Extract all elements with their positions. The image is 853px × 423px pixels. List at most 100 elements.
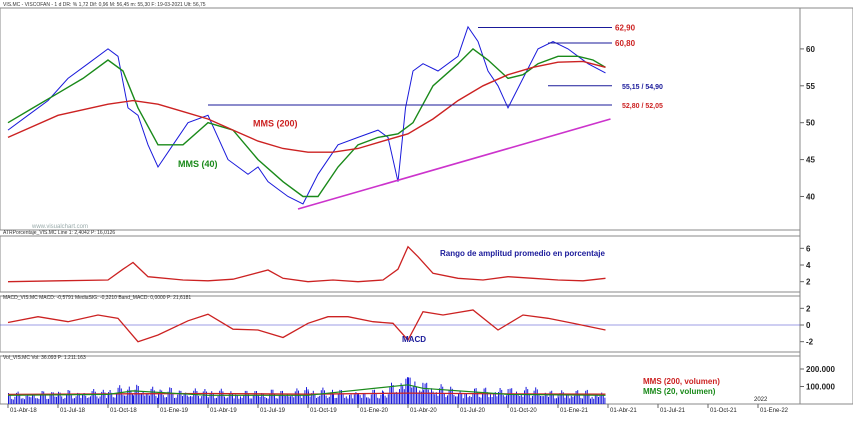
volume-bar [290,396,291,404]
volume-bar [409,377,411,404]
y-axis-strip [799,7,853,405]
volume-bar [153,390,155,404]
price-y-tick-label: 45 [806,156,815,165]
volume-bar [158,394,159,404]
volume-bar [466,393,467,404]
volume-bar [387,394,389,404]
volume-bar [384,395,386,404]
volume-bar [358,393,359,404]
volume-bar [392,385,394,404]
volume-bar [372,389,374,404]
volume-bar [314,393,316,404]
volume-bar [106,398,107,404]
volume-bar [575,391,577,404]
volume-bar [283,395,285,404]
volume-bar [330,392,332,404]
volume-bar [596,393,598,404]
volume-bar [474,388,475,404]
volume-bar [125,395,127,404]
atr-title: Rango de amplitud promedio en porcentaje [440,249,605,258]
volume-bar [128,386,130,404]
volume-bar [591,396,593,404]
volume-bar [280,391,282,404]
volume-bar [145,393,147,404]
volume-bar [469,395,471,404]
volume-bar [434,394,436,404]
volume-bar [85,395,87,404]
volume-bar [43,391,45,404]
volume-bar [580,397,582,404]
volume-bar [102,389,104,404]
volume-bar [17,391,19,404]
x-tick-label: 01-Oct-19 [310,408,337,414]
volume-bar [448,390,450,404]
x-tick-label: 01-Jul-20 [460,408,486,414]
volume-bar [38,398,40,404]
volume-bar [528,394,530,404]
volume-bar [586,389,588,404]
x-tick-label: 01-Ene-19 [160,408,189,414]
price-y-tick-label: 40 [806,192,815,201]
volume-bar [569,398,571,404]
volume-bar [19,394,21,404]
volume-bar [64,397,66,404]
volume-bar [133,395,134,404]
volume-bar [270,389,272,404]
volume-bar [166,397,167,404]
volume-bar [362,393,364,404]
volume-bar [30,397,32,404]
vol-sma200-legend: MMS (200, volumen) [643,377,720,386]
volume-bar [347,398,349,404]
macd-y-tick-label: 2 [806,304,811,313]
volume-bar [461,392,463,404]
volume-bar [556,398,557,404]
volume-bar [177,394,179,404]
volume-bar [333,393,334,404]
volume-bar [46,398,48,404]
volume-bar [317,396,319,404]
volume-bar [377,397,379,404]
volume-bar [511,388,513,404]
volume-bar [339,389,341,404]
volume-bar [88,397,90,404]
volume-bar [114,397,116,404]
volume-bar [309,396,311,404]
volume-bar [445,397,447,404]
volume-bar [222,391,224,404]
volume-bar [453,394,455,404]
x-tick-label: 01-Abr-20 [410,408,437,414]
macd-line [7,309,606,343]
volume-bar [394,392,396,404]
volume-bar [157,397,158,404]
volume-bar [345,396,347,404]
volume-bar [374,389,375,404]
volume-bar [254,391,256,404]
volume-bar [80,397,82,404]
volume-bar [551,390,553,404]
annotation-sma40: MMS (40) [178,159,218,169]
volume-bar [320,390,322,404]
volume-bar [328,396,330,404]
volume-bar [175,397,177,404]
volume-bar [477,392,479,404]
volume-bar [504,396,506,404]
volume-bar [443,393,445,404]
vol-sma20-line [7,384,606,396]
volume-bar [375,393,377,404]
volume-bar [137,386,139,404]
price-series-price [7,25,606,205]
volume-bar [12,399,14,404]
volume-bar [442,386,444,404]
volume-bar [101,391,103,404]
volume-bar [599,395,601,404]
volume-bar [301,398,303,404]
volume-bar [256,391,257,404]
volume-bar [259,396,261,404]
volume-bar [208,398,209,404]
volume-bar [104,392,106,404]
volume-bar [14,396,16,404]
volume-bar [188,396,190,404]
macd-y-tick-label: 0 [806,321,811,330]
volume-bar [548,396,549,404]
volume-bar [243,395,245,404]
